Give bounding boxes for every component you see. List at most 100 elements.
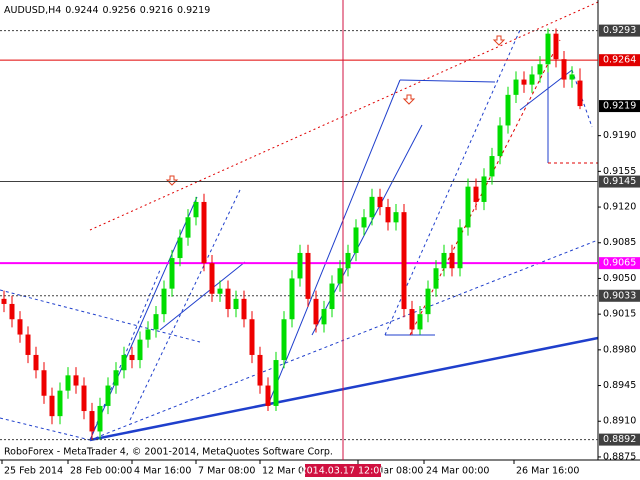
trend-line [89,336,599,442]
open-value: 0.9244 [65,5,98,16]
candle-body [393,212,399,223]
candle-body [161,288,167,315]
candle-body [481,176,487,202]
candle-body [73,375,79,386]
candle-body [65,375,71,391]
candle-body [185,217,191,238]
crosshair-label: 2014.03.17 12:00 [301,466,386,477]
current-price-box [599,100,640,113]
candle-body [281,319,287,361]
trend-line [384,29,521,336]
candle-body [9,303,15,320]
chart-header: AUDUSD,H4 0.9244 0.9256 0.9216 0.9219 [4,5,210,16]
candle-body [41,370,47,396]
candle-body [289,278,295,320]
candle-body [257,354,263,386]
close-value: 0.9219 [177,5,210,16]
candle-body [401,212,407,310]
candle-body [241,298,247,320]
candle-body [49,395,55,417]
candle-body [25,334,31,355]
candle-body [521,79,527,85]
candle-body [201,201,207,264]
candle-body [113,370,119,386]
candle-body [497,125,503,157]
candle-body [409,309,415,330]
candle-body [121,354,127,371]
level-label-box [599,257,640,270]
y-tick-label: 0.8945 [603,380,636,391]
candle-body [529,74,535,85]
trend-line [89,239,599,441]
candle-body [97,405,103,432]
candle-body [321,309,327,325]
candle-body [457,227,463,269]
x-tick-label: 28 Feb 00:00 [70,466,132,477]
candle-body [81,385,87,412]
arrow-marker [402,94,416,105]
candle-body [553,33,559,60]
symbol: AUDUSD,H4 [4,5,61,16]
y-tick-label: 0.9190 [603,130,636,141]
trend-line [399,79,496,83]
candle-body [353,227,359,253]
trend-line [0,289,201,343]
candle-body [489,156,495,177]
candle-body [337,268,343,284]
candle-body [169,258,175,289]
candle-body [361,217,367,228]
x-tick-label: 12 Mar 00:00 [262,466,325,477]
candle-body [377,196,383,208]
candle-body [569,74,575,80]
candle-body [225,288,231,310]
candle-body [33,354,39,371]
level-label-box [599,289,640,302]
level-label-box [599,24,640,37]
candle-body [209,263,215,294]
candle-body [505,94,511,126]
y-tick-label: 0.8875 [603,451,636,462]
candle-body [417,314,423,330]
candle-body [313,298,319,325]
arrow-marker [165,175,179,186]
candle-body [233,298,239,310]
level-label: 0.8892 [603,434,636,445]
x-tick-label: 24 Mar 00:00 [426,466,489,477]
y-tick-label: 0.9155 [603,166,636,177]
candle-body [129,354,135,361]
arrows [165,35,506,186]
candle-body [17,319,23,335]
high-value: 0.9256 [103,5,136,16]
trend-line [267,79,401,406]
candle-body [137,339,143,361]
candle-body [89,411,95,432]
trend-line [129,189,241,421]
x-tick-label: 19 Mar 08:00 [360,466,423,477]
arrow-marker [492,35,506,46]
y-tick-label: 0.9120 [603,202,636,213]
candle-body [57,390,63,417]
trend-line [159,261,246,331]
current-price-label: 0.9219 [603,101,636,112]
candle-body [297,252,303,279]
level-label: 0.9264 [603,55,636,66]
y-tick-label: 0.8980 [603,344,636,355]
candle-body [385,207,391,223]
level-label: 0.9293 [603,25,636,36]
candle-body [105,385,111,406]
level-label-box [599,54,640,67]
x-tick-label: 25 Feb 2014 [4,466,63,477]
candle-body [265,385,271,406]
candle-body [273,360,279,406]
candle-body [193,201,199,218]
candle-body [145,329,151,340]
candle-body [217,288,223,294]
level-label-box [599,175,640,188]
y-tick-label: 0.9050 [603,273,636,284]
candle-body [305,252,311,299]
candle-body [561,59,567,80]
y-tick-label: 0.9015 [603,309,636,320]
candle-body [369,196,375,218]
candle-body [465,186,471,228]
